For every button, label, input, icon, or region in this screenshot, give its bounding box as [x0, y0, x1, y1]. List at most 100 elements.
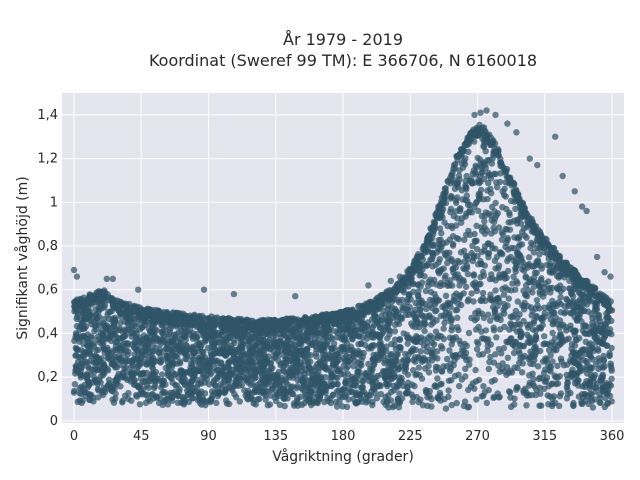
data-point: [269, 364, 276, 372]
data-point: [136, 401, 144, 408]
data-point: [472, 169, 479, 176]
data-point: [545, 255, 552, 262]
data-point: [455, 326, 462, 334]
data-point: [480, 392, 487, 400]
data-point: [498, 350, 505, 357]
data-point: [220, 347, 227, 354]
data-point: [557, 294, 564, 301]
data-point: [426, 312, 433, 319]
data-point: [78, 322, 85, 329]
data-point: [396, 390, 403, 397]
data-point: [466, 207, 474, 214]
data-point: [391, 321, 399, 328]
data-point: [603, 342, 610, 349]
data-point: [110, 323, 118, 330]
data-point: [433, 307, 440, 314]
data-point: [485, 156, 493, 164]
data-point: [245, 364, 252, 371]
data-point: [216, 389, 224, 396]
data-point: [359, 377, 367, 385]
data-point: [83, 313, 91, 321]
data-point: [468, 290, 475, 297]
data-point: [538, 265, 545, 272]
data-point: [377, 390, 385, 398]
data-point: [535, 363, 542, 370]
data-point: [557, 288, 564, 295]
data-point: [521, 267, 528, 274]
data-point: [517, 220, 525, 227]
data-point: [423, 389, 430, 396]
data-point: [139, 391, 146, 398]
data-point: [585, 324, 592, 331]
data-point: [552, 314, 560, 321]
data-point: [78, 364, 85, 372]
data-point: [419, 356, 427, 363]
data-point: [530, 249, 538, 256]
data-point: [385, 303, 392, 310]
data-point: [252, 401, 259, 408]
data-point: [171, 342, 179, 349]
data-point: [176, 385, 183, 393]
data-point: [198, 354, 206, 361]
data-point: [471, 385, 478, 392]
data-point: [148, 329, 156, 336]
data-point: [445, 254, 452, 262]
data-point: [386, 366, 394, 374]
data-point: [384, 397, 391, 404]
data-point: [286, 357, 294, 364]
data-point: [475, 281, 483, 288]
data-point: [608, 365, 615, 372]
data-point: [96, 319, 103, 326]
data-point: [340, 386, 348, 394]
data-point: [211, 389, 219, 396]
data-point: [501, 275, 509, 282]
data-point: [455, 172, 463, 179]
data-point: [315, 368, 322, 375]
data-point: [441, 396, 448, 403]
data-point: [488, 217, 495, 224]
data-point: [333, 351, 341, 358]
data-point: [529, 289, 536, 296]
data-point: [86, 392, 94, 399]
data-point: [446, 309, 453, 317]
data-point: [376, 324, 384, 331]
data-point: [471, 237, 478, 245]
data-point: [456, 282, 463, 289]
data-point: [95, 394, 102, 401]
data-point: [139, 341, 147, 348]
data-point: [554, 380, 562, 387]
data-point: [404, 356, 411, 364]
data-point: [222, 386, 229, 393]
data-point: [101, 349, 109, 357]
data-point: [395, 404, 403, 411]
data-point: [465, 386, 472, 394]
data-point: [393, 357, 400, 364]
data-point: [481, 297, 489, 305]
data-point: [350, 363, 357, 370]
data-point: [113, 364, 121, 371]
data-point: [179, 395, 187, 402]
data-point: [420, 342, 428, 349]
data-point: [159, 390, 166, 397]
data-point: [322, 374, 329, 381]
data-point: [427, 256, 434, 263]
data-point: [491, 313, 498, 320]
data-point: [415, 364, 423, 371]
data-point: [388, 350, 395, 358]
data-point: [142, 345, 150, 353]
data-point: [465, 296, 472, 303]
data-point: [169, 359, 176, 367]
data-point: [479, 168, 486, 176]
data-point: [99, 331, 107, 339]
data-point: [328, 314, 336, 322]
data-point: [539, 321, 546, 329]
data-point: [507, 403, 515, 410]
data-point: [503, 371, 510, 379]
data-point: [449, 337, 456, 344]
data-point: [511, 364, 518, 371]
data-point: [140, 369, 147, 376]
data-point: [448, 401, 455, 409]
data-point: [452, 307, 459, 314]
data-point: [189, 374, 197, 381]
